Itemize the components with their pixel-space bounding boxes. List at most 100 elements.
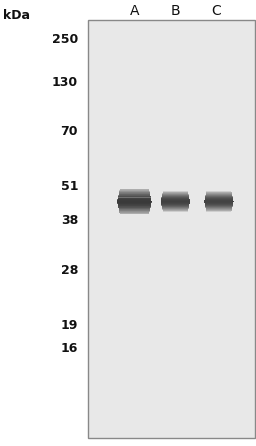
Bar <box>118 206 151 207</box>
Bar <box>162 207 189 208</box>
Bar <box>205 206 232 207</box>
Bar <box>118 196 151 197</box>
Bar <box>120 189 149 190</box>
Bar <box>118 198 151 199</box>
Bar <box>161 199 190 200</box>
Bar <box>162 195 189 196</box>
Bar <box>119 193 150 194</box>
Bar <box>206 194 232 195</box>
Bar <box>163 210 188 211</box>
Bar <box>120 190 149 191</box>
Bar <box>162 205 189 206</box>
Bar <box>119 208 150 210</box>
Bar <box>162 206 189 207</box>
Bar <box>117 201 152 202</box>
Bar <box>161 204 189 205</box>
Text: 51: 51 <box>61 180 78 193</box>
Bar <box>161 198 189 199</box>
Bar <box>205 205 233 206</box>
Bar <box>119 194 150 196</box>
Bar <box>120 212 149 213</box>
Text: 130: 130 <box>52 76 78 89</box>
Bar <box>119 194 150 195</box>
Bar <box>117 201 152 202</box>
Bar <box>118 204 151 205</box>
Bar <box>162 207 189 208</box>
Bar <box>206 194 232 195</box>
Bar <box>162 197 189 198</box>
Bar <box>119 211 150 212</box>
Text: 70: 70 <box>61 125 78 138</box>
Bar <box>205 199 233 200</box>
Bar <box>206 195 232 196</box>
Bar <box>119 190 150 192</box>
Bar <box>161 203 190 204</box>
Bar <box>119 193 150 194</box>
Bar <box>161 201 190 202</box>
Bar <box>206 193 232 194</box>
Bar <box>119 209 150 210</box>
Bar <box>205 199 233 200</box>
Bar <box>206 208 232 209</box>
Text: 38: 38 <box>61 214 78 227</box>
Bar <box>119 191 150 193</box>
Bar <box>205 205 233 206</box>
Text: 19: 19 <box>61 319 78 332</box>
Bar <box>205 200 233 201</box>
Bar <box>119 210 150 211</box>
Bar <box>119 210 150 211</box>
Bar <box>206 209 232 210</box>
Bar <box>205 196 232 197</box>
Bar <box>204 201 233 202</box>
Bar <box>120 213 149 215</box>
Bar <box>117 202 152 203</box>
Bar <box>118 206 151 207</box>
Bar <box>205 203 233 204</box>
Bar <box>162 196 189 197</box>
Bar <box>205 204 233 205</box>
Bar <box>161 198 189 199</box>
Bar <box>204 202 233 203</box>
Bar <box>162 193 188 194</box>
Bar <box>119 192 150 193</box>
Bar <box>206 192 231 193</box>
Bar <box>206 210 232 211</box>
Text: A: A <box>130 4 139 18</box>
Bar <box>161 199 190 200</box>
Bar <box>162 194 188 195</box>
Bar <box>88 20 255 438</box>
Bar <box>161 202 190 203</box>
Bar <box>161 202 190 203</box>
Bar <box>205 204 233 205</box>
Bar <box>117 200 152 201</box>
Bar <box>118 196 151 198</box>
Bar <box>206 207 232 208</box>
Bar <box>205 203 233 204</box>
Bar <box>162 208 188 209</box>
Text: 250: 250 <box>52 33 78 46</box>
Bar <box>163 193 188 194</box>
Bar <box>118 198 151 199</box>
Bar <box>162 206 189 207</box>
Bar <box>118 195 151 196</box>
Bar <box>161 200 190 201</box>
Bar <box>162 197 189 198</box>
Bar <box>161 203 190 204</box>
Bar <box>206 207 232 208</box>
Bar <box>163 192 188 193</box>
Bar <box>118 199 151 201</box>
Bar <box>162 194 189 195</box>
Text: C: C <box>211 4 221 18</box>
Bar <box>206 195 232 196</box>
Bar <box>205 198 233 199</box>
Bar <box>161 201 190 202</box>
Bar <box>118 207 151 208</box>
Bar <box>163 191 188 192</box>
Bar <box>163 211 188 212</box>
Bar <box>118 205 151 206</box>
Bar <box>205 198 233 199</box>
Bar <box>161 204 189 205</box>
Bar <box>204 201 233 202</box>
Bar <box>119 211 150 213</box>
Bar <box>163 210 188 211</box>
